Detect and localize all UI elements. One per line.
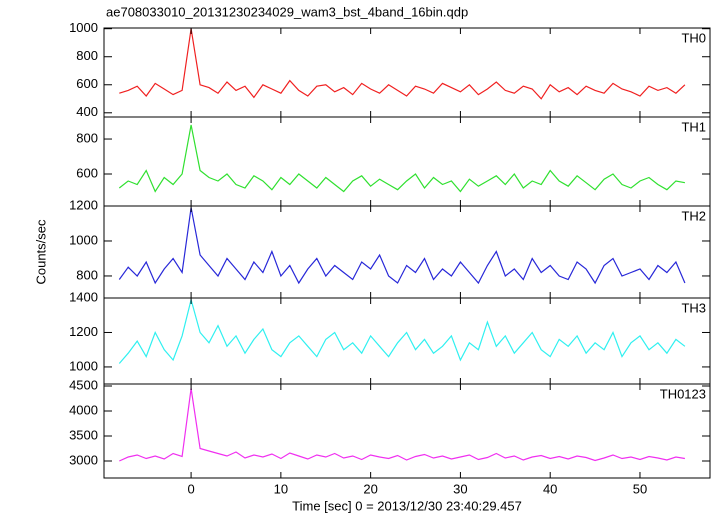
y-tick-label: 800 bbox=[76, 48, 98, 63]
data-line bbox=[118, 297, 686, 364]
x-axis-label: Time [sec] 0 = 2013/12/30 23:40:29.457 bbox=[292, 498, 522, 513]
y-tick-label: 1000 bbox=[69, 358, 98, 373]
y-tick-label: 4500 bbox=[69, 377, 98, 392]
data-line bbox=[119, 388, 685, 462]
y-tick-label: 1200 bbox=[69, 197, 98, 212]
y-tick-label: 3000 bbox=[69, 452, 98, 467]
data-line bbox=[118, 207, 686, 285]
panel-frame bbox=[103, 116, 711, 207]
panel-label: TH0 bbox=[681, 30, 706, 45]
panel-frame bbox=[103, 205, 711, 299]
y-axis-label: Counts/sec bbox=[33, 219, 48, 285]
x-tick-label: 50 bbox=[633, 481, 647, 496]
y-tick-label: 600 bbox=[76, 76, 98, 91]
x-tick-label: 40 bbox=[543, 481, 557, 496]
x-tick-label: 20 bbox=[363, 481, 377, 496]
panel-label: TH2 bbox=[681, 208, 706, 223]
y-tick-label: 800 bbox=[76, 130, 98, 145]
data-line bbox=[118, 124, 686, 193]
y-tick-label: 3500 bbox=[69, 427, 98, 442]
panel-label: TH3 bbox=[681, 300, 706, 315]
panel-label: TH1 bbox=[681, 119, 706, 134]
panel-label: TH0123 bbox=[660, 386, 706, 401]
x-tick-label: 10 bbox=[274, 481, 288, 496]
x-tick-label: 30 bbox=[453, 481, 467, 496]
y-tick-label: 4000 bbox=[69, 402, 98, 417]
y-tick-label: 600 bbox=[76, 165, 98, 180]
data-line bbox=[119, 28, 686, 100]
panel-frame bbox=[103, 27, 711, 118]
y-tick-label: 1000 bbox=[69, 20, 98, 35]
y-tick-label: 1200 bbox=[69, 324, 98, 339]
y-tick-label: 400 bbox=[76, 104, 98, 119]
x-tick-label: 0 bbox=[187, 481, 194, 496]
y-tick-label: 1000 bbox=[69, 232, 98, 247]
y-tick-label: 1400 bbox=[69, 289, 98, 304]
y-tick-label: 800 bbox=[76, 267, 98, 282]
chart-title: ae708033010_20131230234029_wam3_bst_4ban… bbox=[106, 4, 468, 19]
panel-frame bbox=[103, 383, 711, 479]
panel-frame bbox=[103, 297, 711, 385]
